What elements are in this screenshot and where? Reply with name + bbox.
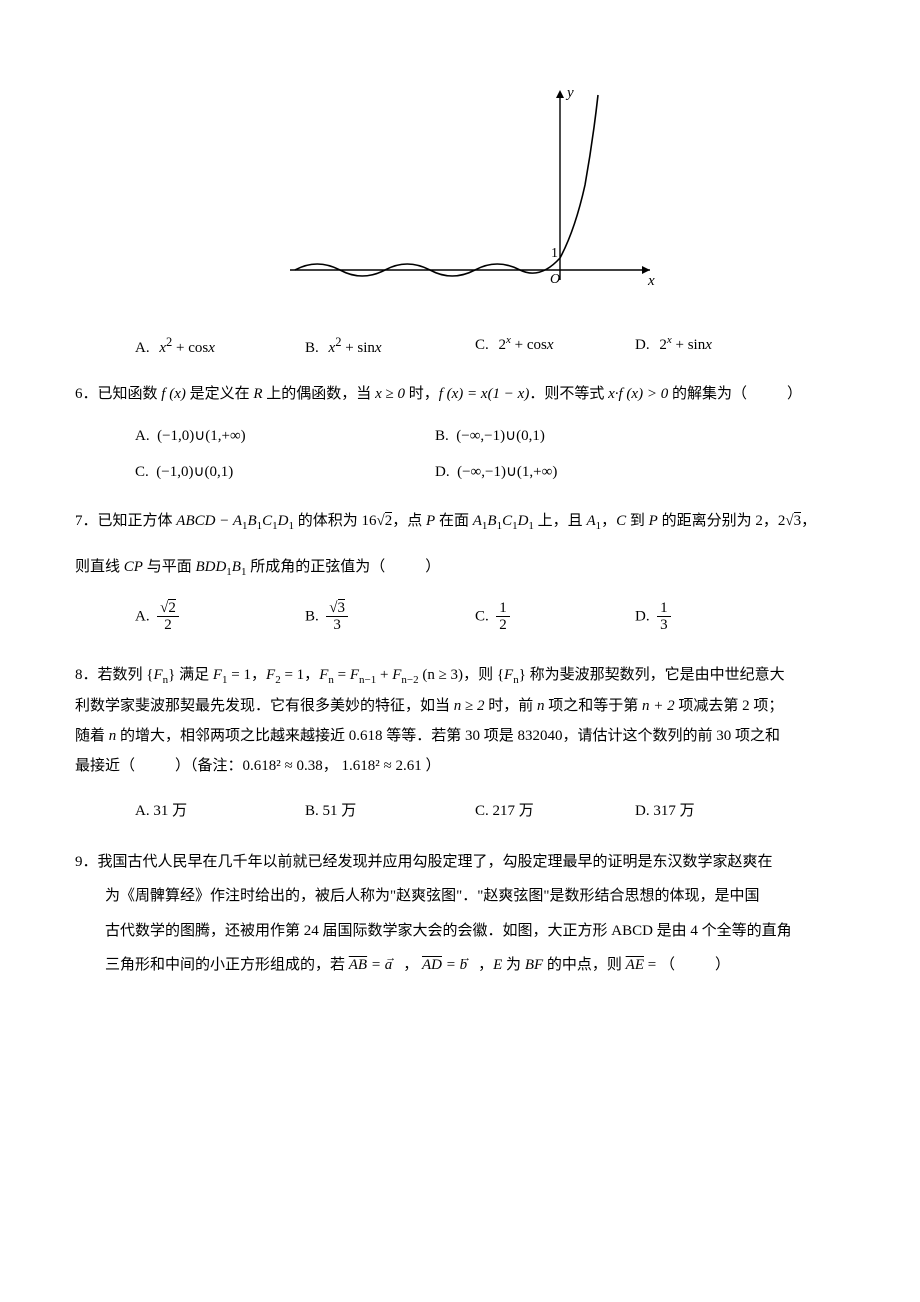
q8-option-d[interactable]: D. 317 万 bbox=[635, 799, 695, 823]
q5-graph: y x O 1 bbox=[75, 80, 845, 318]
q5-options: A. x2 + cosx B. x2 + sinx C. 2x + cosx D… bbox=[75, 332, 845, 360]
function-graph: y x O 1 bbox=[260, 80, 660, 310]
q5-b-label: B. bbox=[305, 340, 319, 356]
q6-options: A. (−1,0)∪(1,+∞) B. (−∞,−1)∪(0,1) C. (−1… bbox=[75, 424, 845, 484]
q5-a-math: x bbox=[159, 340, 166, 356]
q5-a-label: A. bbox=[135, 340, 150, 356]
q8-option-a[interactable]: A. 31 万 bbox=[135, 799, 305, 823]
q8-stem: 8．若数列 {Fn} 满足 F1 = 1，F2 = 1，Fn = Fn−1 + … bbox=[75, 660, 845, 781]
q6-stem: 6．已知函数 f (x) 是定义在 R 上的偶函数，当 x ≥ 0 时，f (x… bbox=[75, 382, 845, 406]
q5-option-a[interactable]: A. x2 + cosx bbox=[135, 332, 305, 360]
q7-stem-line2: 则直线 CP 与平面 BDD1B1 所成角的正弦值为（） bbox=[75, 555, 845, 582]
q6-number: 6． bbox=[75, 382, 98, 406]
q7-options: A. √22 B. √33 C. 12 D. 13 bbox=[75, 600, 845, 634]
q7-option-b[interactable]: B. √33 bbox=[305, 600, 475, 634]
q6-option-d[interactable]: D. (−∞,−1)∪(1,+∞) bbox=[435, 460, 735, 484]
q7-option-a[interactable]: A. √22 bbox=[135, 600, 305, 634]
q5-option-c[interactable]: C. 2x + cosx bbox=[475, 332, 635, 360]
q8-option-c[interactable]: C. 217 万 bbox=[475, 799, 635, 823]
y-axis-label: y bbox=[565, 85, 574, 101]
q5-option-b[interactable]: B. x2 + sinx bbox=[305, 332, 475, 360]
intercept-label: 1 bbox=[551, 246, 558, 261]
q7-option-c[interactable]: C. 12 bbox=[475, 600, 635, 634]
x-axis-label: x bbox=[647, 273, 655, 289]
q5-c-label: C. bbox=[475, 337, 489, 353]
q9-stem: 9．我国古代人民早在几千年以前就已经发现并应用勾股定理了，勾股定理最早的证明是东… bbox=[75, 845, 845, 983]
q6-option-c[interactable]: C. (−1,0)∪(0,1) bbox=[135, 460, 435, 484]
q7-stem: 7．已知正方体 ABCD − A1B1C1D1 的体积为 16√2，点 P 在面… bbox=[75, 506, 845, 537]
q5-d-label: D. bbox=[635, 337, 650, 353]
q6-option-b[interactable]: B. (−∞,−1)∪(0,1) bbox=[435, 424, 735, 448]
q8-options: A. 31 万 B. 51 万 C. 217 万 D. 317 万 bbox=[75, 799, 845, 823]
q7-option-d[interactable]: D. 13 bbox=[635, 600, 671, 634]
q5-option-d[interactable]: D. 2x + sinx bbox=[635, 332, 712, 360]
q6-option-a[interactable]: A. (−1,0)∪(1,+∞) bbox=[135, 424, 435, 448]
origin-label: O bbox=[550, 272, 560, 287]
q8-option-b[interactable]: B. 51 万 bbox=[305, 799, 475, 823]
